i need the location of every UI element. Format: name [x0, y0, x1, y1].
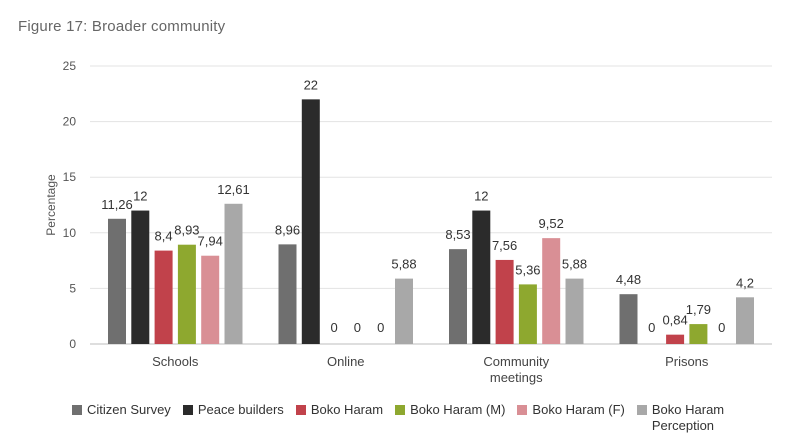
- bar-1-0: [131, 210, 150, 344]
- bar-2-0: [154, 250, 173, 344]
- data-label: 12: [133, 189, 147, 204]
- y-tick-label: 15: [63, 170, 77, 184]
- legend-label: Boko Haram (F): [532, 402, 625, 417]
- y-tick-label: 0: [69, 337, 76, 351]
- y-tick-label: 20: [63, 115, 77, 129]
- bar-0-0: [108, 218, 126, 344]
- category-label: Prisons: [665, 354, 709, 369]
- data-label: 0: [330, 320, 337, 335]
- category-label: Online: [327, 354, 365, 369]
- bar-3-0: [177, 244, 196, 344]
- data-label: 8,93: [174, 223, 199, 238]
- bar-3-3: [689, 324, 708, 344]
- bar-0-3: [619, 294, 638, 344]
- data-label: 8,96: [275, 222, 300, 237]
- legend-label: Citizen Survey: [87, 402, 171, 417]
- bar-5-2: [565, 278, 584, 344]
- data-label: 12,61: [217, 182, 250, 197]
- bar-1-2: [472, 210, 491, 344]
- bar-2-2: [495, 259, 514, 344]
- data-label: 0: [648, 320, 655, 335]
- bar-5-1: [395, 278, 413, 344]
- y-tick-label: 25: [63, 59, 77, 73]
- legend-item: Boko Haram (M): [395, 402, 505, 418]
- data-label: 7,56: [492, 238, 517, 253]
- legend-label: Boko Haram: [310, 402, 384, 417]
- bar-5-3: [736, 297, 754, 344]
- bar-4-2: [542, 238, 561, 344]
- legend-swatch: [182, 405, 193, 415]
- legend-swatch: [636, 405, 647, 415]
- data-label: 8,53: [445, 227, 470, 242]
- category-label: meetings: [490, 370, 543, 385]
- legend-swatch: [517, 405, 528, 415]
- bar-0-2: [449, 249, 467, 344]
- chart-legend: Citizen Survey Peace builders Boko Haram Bo…: [72, 402, 792, 434]
- legend-label: Boko Haram Perception: [651, 402, 725, 433]
- data-label: 5,88: [562, 257, 587, 272]
- data-label: 8,4: [155, 229, 173, 244]
- legend-swatch: [395, 405, 406, 415]
- bar-0-1: [278, 244, 297, 344]
- data-label: 22: [304, 77, 318, 92]
- legend-item: Citizen Survey: [72, 402, 171, 418]
- data-label: 0,84: [662, 313, 687, 328]
- bar-5-0: [224, 203, 243, 344]
- data-label: 4,48: [616, 272, 641, 287]
- figure-title: Figure 17: Broader community: [18, 18, 226, 35]
- data-label: 5,88: [391, 257, 416, 272]
- legend-item: Boko Haram Perception: [636, 402, 742, 434]
- legend-label: Boko Haram (M): [410, 402, 506, 417]
- data-label: 7,94: [198, 234, 223, 249]
- data-label: 5,36: [515, 262, 540, 277]
- category-label: Community: [483, 354, 549, 369]
- bar-4-0: [201, 255, 220, 344]
- data-label: 4,2: [736, 275, 754, 290]
- legend-swatch: [295, 405, 306, 415]
- legend-item: Boko Haram (F): [517, 402, 625, 418]
- data-label: 1,79: [686, 302, 711, 317]
- legend-item: Peace builders: [182, 402, 284, 418]
- y-axis-label: Percentage: [44, 174, 58, 236]
- y-tick-label: 5: [69, 281, 76, 295]
- bar-1-1: [301, 99, 320, 344]
- data-label: 0: [377, 320, 384, 335]
- legend-label: Peace builders: [197, 402, 284, 417]
- legend-swatch: [72, 405, 82, 415]
- bar-3-2: [518, 284, 537, 344]
- y-tick-label: 10: [63, 226, 77, 240]
- bar-2-3: [666, 334, 685, 344]
- data-label: 11,26: [101, 197, 133, 212]
- legend-item: Boko Haram: [295, 402, 384, 418]
- data-label: 0: [354, 320, 361, 335]
- data-label: 12: [474, 189, 488, 204]
- data-label: 9,52: [539, 216, 564, 231]
- category-label: Schools: [152, 354, 199, 369]
- data-label: 0: [718, 320, 725, 335]
